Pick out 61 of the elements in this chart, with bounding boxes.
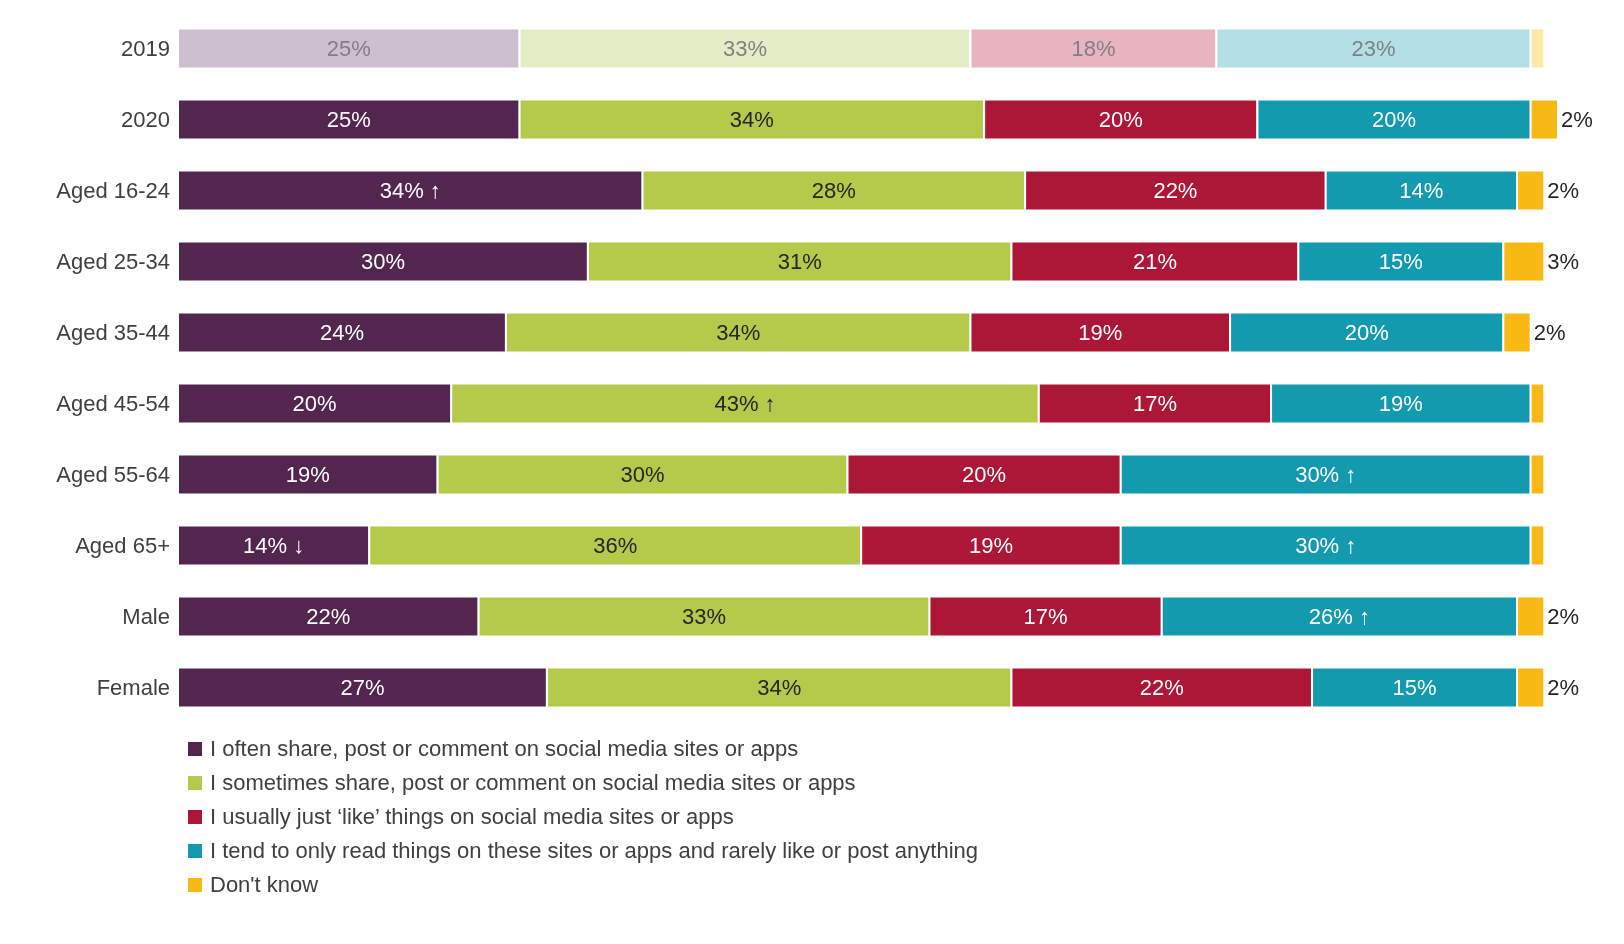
data-label: 14% ↓ <box>243 533 305 559</box>
data-label: 2% <box>1547 178 1580 204</box>
data-label: 22% <box>306 604 351 630</box>
data-label: 20% <box>1372 107 1417 133</box>
legend-label: I tend to only read things on these sites or apps and rarely like or post anything <box>209 837 979 865</box>
data-label: 30% ↑ <box>1295 462 1357 488</box>
y-tick-label: Female <box>96 675 170 701</box>
data-label: 19% <box>285 462 330 488</box>
data-label: 19% <box>968 533 1013 559</box>
data-label: 2% <box>1561 107 1593 133</box>
y-tick-label: Male <box>122 604 170 630</box>
y-tick-label: Aged 35-44 <box>56 320 170 346</box>
data-label: 30% <box>360 249 405 275</box>
data-label: 27% <box>340 675 385 701</box>
data-label: 22% <box>1139 675 1184 701</box>
data-label: 34% ↑ <box>379 178 441 204</box>
data-label: 30% <box>620 462 665 488</box>
data-label: 26% ↑ <box>1308 604 1370 630</box>
data-label: 2% <box>1533 320 1566 346</box>
legend-label: Don't know <box>209 871 320 899</box>
data-label: 33% <box>682 604 727 630</box>
data-label: 18% <box>1071 36 1116 62</box>
data-label: 17% <box>1132 391 1177 417</box>
data-label: 22% <box>1153 178 1198 204</box>
data-label: 34% <box>716 320 761 346</box>
data-label: 25% <box>326 107 371 133</box>
data-label: 34% <box>729 107 774 133</box>
data-label: 23% <box>1351 36 1396 62</box>
data-label: 15% <box>1378 249 1423 275</box>
data-label: 20% <box>1344 320 1389 346</box>
data-label: 36% <box>593 533 638 559</box>
legend-label: I sometimes share, post or comment on social media sites or apps <box>209 769 857 797</box>
data-label: 28% <box>811 178 856 204</box>
y-tick-label: Aged 65+ <box>75 533 170 559</box>
y-tick-label: Aged 16-24 <box>56 178 170 204</box>
data-label: 20% <box>1098 107 1143 133</box>
data-label: 21% <box>1132 249 1177 275</box>
data-label: 33% <box>723 36 768 62</box>
y-tick-label: Aged 55-64 <box>56 462 170 488</box>
y-tick-label: 2019 <box>121 36 170 62</box>
y-tick-label: Aged 45-54 <box>56 391 170 417</box>
data-label: 24% <box>319 320 364 346</box>
data-label: 31% <box>777 249 822 275</box>
data-label: 30% ↑ <box>1295 533 1357 559</box>
y-tick-label: Aged 25-34 <box>56 249 170 275</box>
data-label: 19% <box>1378 391 1423 417</box>
data-label: 20% <box>292 391 337 417</box>
data-label: 20% <box>962 462 1007 488</box>
data-label: 2% <box>1547 675 1580 701</box>
y-tick-label: 2020 <box>121 107 170 133</box>
data-label: 2% <box>1547 604 1580 630</box>
data-label: 43% ↑ <box>714 391 776 417</box>
legend-label: I usually just ‘like’ things on social media sites or apps <box>209 803 735 831</box>
data-label: 25% <box>326 36 371 62</box>
data-label: 19% <box>1078 320 1123 346</box>
data-label: 34% <box>757 675 802 701</box>
legend-label: I often share, post or comment on social media sites or apps <box>209 735 800 763</box>
data-label: 17% <box>1023 604 1068 630</box>
data-label: 15% <box>1392 675 1437 701</box>
data-label: 14% <box>1399 178 1444 204</box>
data-label: 3% <box>1547 249 1580 275</box>
